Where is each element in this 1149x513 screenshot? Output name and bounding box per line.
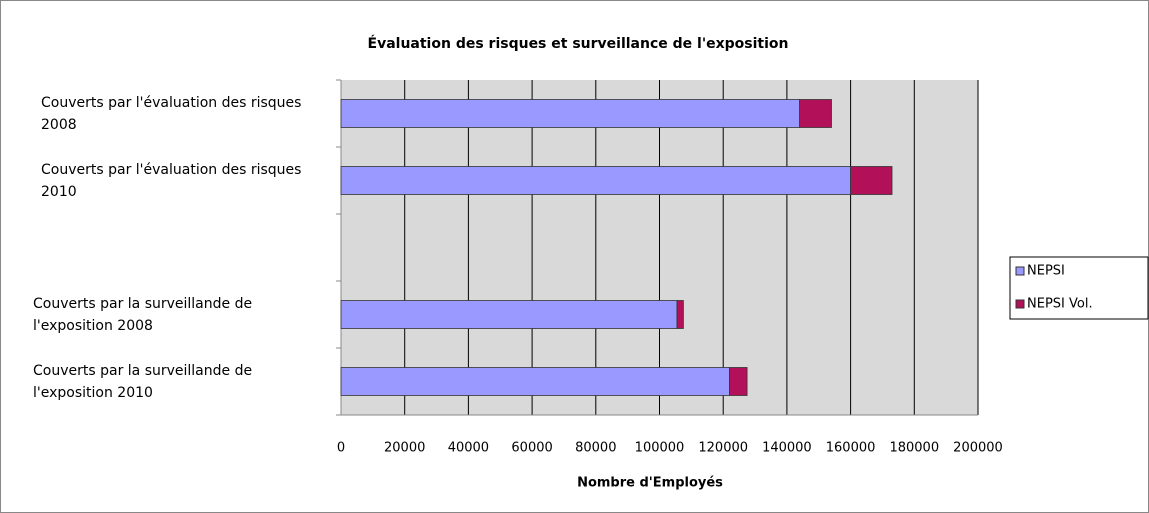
x-tick-label: 20000 — [384, 441, 425, 456]
bar — [850, 166, 893, 195]
x-tick-label: 180000 — [889, 441, 939, 456]
x-tick-label: 60000 — [511, 441, 552, 456]
legend-swatch — [1015, 299, 1025, 309]
y-tick-label: Couverts par l'évaluation des risques 20… — [41, 94, 302, 133]
x-axis-label: Nombre d'Employés — [577, 476, 723, 491]
bar — [340, 300, 678, 329]
x-tick-label: 140000 — [762, 441, 812, 456]
legend-label: NEPSI — [1027, 264, 1065, 279]
bar — [676, 300, 684, 329]
y-tick-label: Couverts par l'évaluation des risques 20… — [41, 161, 302, 200]
bar — [729, 367, 748, 396]
bar — [340, 367, 730, 396]
y-tick-label: Couverts par la surveillande de l'exposi… — [33, 362, 253, 401]
bar — [340, 99, 801, 128]
bar — [340, 166, 852, 195]
bar — [799, 99, 832, 128]
x-tick-label: 0 — [337, 441, 345, 456]
legend-label: NEPSI Vol. — [1027, 297, 1093, 312]
x-tick-label: 40000 — [448, 441, 489, 456]
y-tick-label: Couverts par la surveillande de l'exposi… — [33, 295, 253, 334]
chart-title: Évaluation des risques et surveillance d… — [368, 35, 789, 52]
x-tick-label: 200000 — [953, 441, 1003, 456]
x-tick-label: 120000 — [698, 441, 748, 456]
x-tick-label: 80000 — [575, 441, 616, 456]
x-tick-label: 100000 — [635, 441, 685, 456]
legend-swatch — [1015, 266, 1025, 276]
x-tick-label: 160000 — [826, 441, 876, 456]
legend-box — [1009, 256, 1149, 320]
